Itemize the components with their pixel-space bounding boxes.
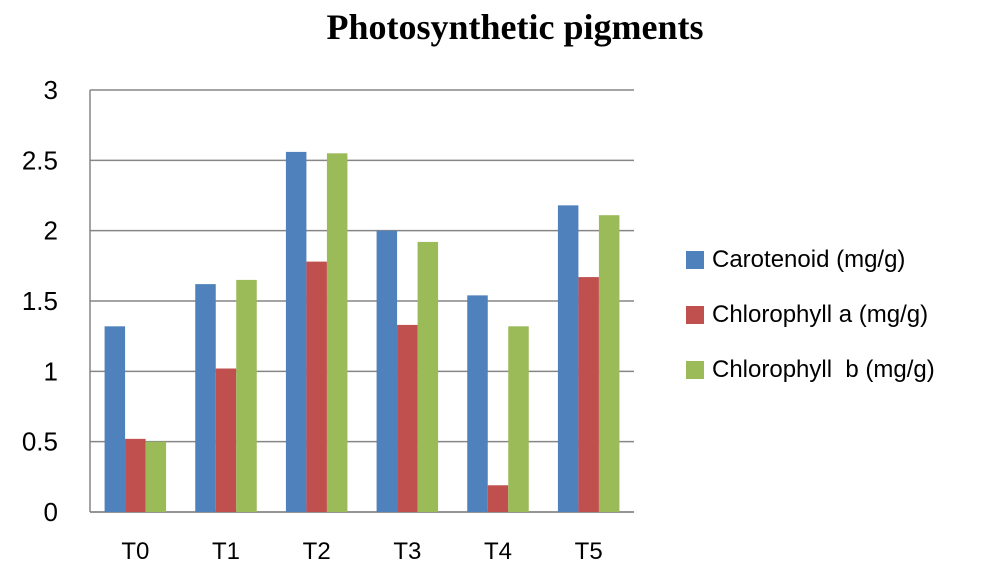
legend-label-carotenoid: Carotenoid (mg/g) bbox=[712, 246, 906, 273]
y-tick-label: 0 bbox=[44, 497, 58, 527]
bar-t2-series-1 bbox=[306, 261, 327, 512]
y-tick-label: 2 bbox=[44, 216, 58, 246]
bar-t3-series-2 bbox=[417, 241, 439, 513]
bar-t1-series-1 bbox=[215, 368, 237, 512]
y-tick-label: 1.5 bbox=[22, 286, 58, 316]
bar-t1-series-0 bbox=[195, 284, 216, 512]
bar-t5-series-0 bbox=[557, 205, 579, 512]
bar-t1-series-2 bbox=[236, 279, 257, 512]
y-tick-label: 1 bbox=[44, 356, 58, 386]
bar-t4-series-2 bbox=[508, 326, 529, 512]
chart-title: Photosynthetic pigments bbox=[326, 7, 704, 47]
legend-item-carotenoid: Carotenoid (mg/g) bbox=[686, 246, 935, 274]
x-tick-label: T2 bbox=[303, 538, 331, 565]
y-tick-label: 2.5 bbox=[22, 145, 58, 175]
bar-t4-series-0 bbox=[467, 295, 488, 512]
y-tick-label: 0.5 bbox=[22, 427, 58, 457]
x-tick-label: T5 bbox=[575, 538, 603, 565]
legend-label-chlorophyll-a: Chlorophyll a (mg/g) bbox=[712, 301, 929, 328]
bar-t2-series-2 bbox=[326, 153, 348, 513]
bar-t4-series-1 bbox=[487, 485, 509, 512]
bar-t0-series-0 bbox=[104, 326, 126, 512]
x-tick-label: T3 bbox=[393, 538, 421, 565]
x-tick-label: T1 bbox=[212, 538, 240, 565]
bar-t0-series-2 bbox=[145, 441, 167, 512]
bar-t3-series-0 bbox=[376, 230, 398, 512]
x-tick-label: T0 bbox=[121, 538, 149, 565]
bar-t0-series-1 bbox=[125, 438, 146, 512]
bar-t5-series-2 bbox=[598, 215, 620, 512]
y-tick-label: 3 bbox=[44, 75, 58, 105]
legend-swatch-carotenoid bbox=[686, 251, 704, 269]
legend-swatch-chlorophyll-a bbox=[686, 306, 704, 324]
x-tick-label: T4 bbox=[484, 538, 512, 565]
legend-item-chlorophyll-a: Chlorophyll a (mg/g) bbox=[686, 301, 935, 329]
legend-swatch-chlorophyll-b bbox=[686, 361, 704, 379]
bar-t3-series-1 bbox=[397, 324, 418, 512]
bar-t2-series-0 bbox=[285, 151, 307, 513]
bar-t5-series-1 bbox=[578, 277, 599, 512]
legend: Carotenoid (mg/g) Chlorophyll a (mg/g) C… bbox=[686, 246, 935, 411]
legend-item-chlorophyll-b: Chlorophyll b (mg/g) bbox=[686, 356, 935, 384]
legend-label-chlorophyll-b: Chlorophyll b (mg/g) bbox=[712, 356, 935, 383]
